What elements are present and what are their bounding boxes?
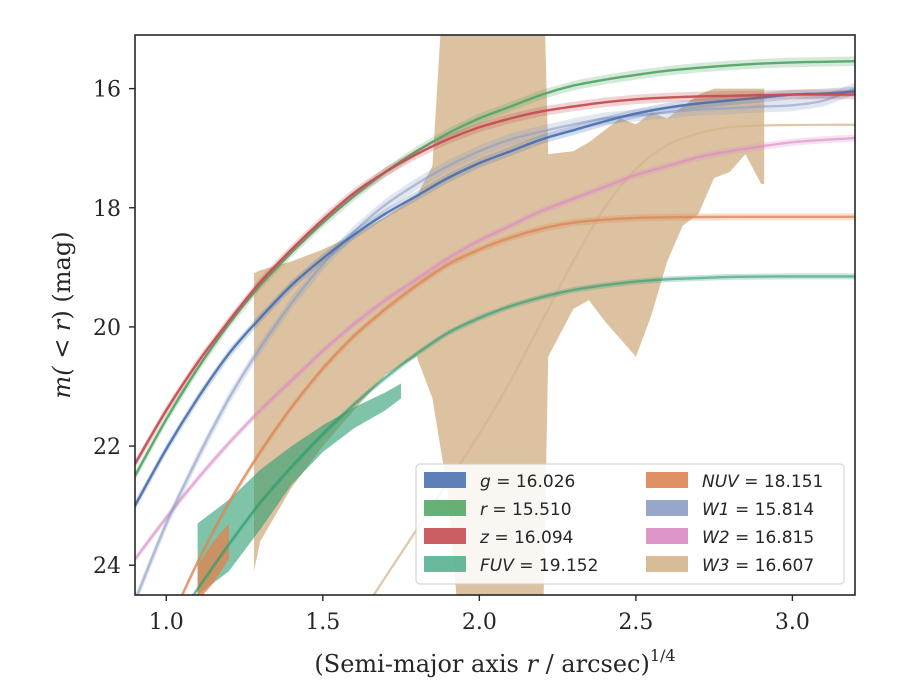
legend-swatch-w2 — [646, 528, 688, 544]
x-tick-label: 2.5 — [618, 610, 653, 635]
series-nuv-line — [180, 215, 855, 595]
legend-label-nuv: NUV = 18.151 — [702, 472, 823, 492]
legend-swatch-nuv — [646, 472, 688, 488]
x-axis-title-prefix: (Semi-major axis — [314, 650, 526, 678]
legend-label-z: z = 16.094 — [479, 528, 573, 548]
y-axis-title-var: r — [48, 318, 76, 331]
series-w1-line — [136, 87, 855, 595]
y-axis-title-lt: < — [48, 331, 76, 366]
legend-label-w3: W3 = 16.607 — [702, 556, 814, 576]
y-tick-label: 24 — [93, 554, 121, 579]
plot-area — [135, 35, 855, 595]
legend-label-w2: W2 = 16.815 — [702, 528, 814, 548]
series-w2-line — [135, 136, 855, 561]
y-axis-title: m( < r) (mag) — [48, 231, 76, 398]
legend-swatch-g — [424, 472, 466, 488]
legend-swatch-fuv — [424, 556, 466, 572]
x-tick-label: 1.0 — [149, 610, 184, 635]
series-fuv-patch — [197, 383, 402, 595]
x-tick-label: 2.0 — [462, 610, 497, 635]
x-axis-title: (Semi-major axis r / arcsec)1/4 — [314, 646, 675, 678]
y-axis-title-m: m( — [48, 366, 76, 399]
x-tick-label: 3.0 — [775, 610, 810, 635]
series-g-line — [135, 90, 855, 507]
legend: g = 16.026 r = 15.510 z = 16.094 FUV = 19.1… — [415, 463, 845, 585]
x-axis-title-suffix: / arcsec) — [538, 650, 650, 678]
y-axis: 16 18 20 22 24 — [93, 78, 135, 579]
legend-swatch-w1 — [646, 500, 688, 516]
x-axis: 1.0 1.5 2.0 2.5 3.0 — [149, 595, 810, 635]
y-axis-title-unit: ) (mag) — [48, 231, 76, 319]
plot-frame — [134, 34, 856, 596]
y-tick-label: 22 — [93, 435, 121, 460]
legend-label-r: r = 15.510 — [480, 500, 572, 520]
legend-label-w1: W1 = 15.814 — [702, 500, 814, 520]
x-axis-title-exponent: 1/4 — [650, 646, 676, 665]
y-tick-label: 16 — [93, 78, 121, 103]
legend-swatch-r — [424, 500, 466, 516]
y-tick-label: 18 — [93, 197, 121, 222]
series-fuv-line — [192, 275, 855, 595]
series-r-band — [135, 56, 855, 481]
x-tick-label: 1.5 — [305, 610, 340, 635]
legend-label-fuv: FUV = 19.152 — [480, 556, 598, 576]
legend-label-g: g = 16.026 — [480, 472, 575, 492]
series-z-line — [135, 93, 855, 465]
legend-box — [415, 463, 845, 585]
legend-swatch-z — [424, 528, 466, 544]
y-tick-label: 20 — [93, 316, 121, 341]
series-r-line — [135, 60, 855, 477]
legend-swatch-w3 — [646, 556, 688, 572]
x-axis-title-var: r — [526, 650, 539, 678]
